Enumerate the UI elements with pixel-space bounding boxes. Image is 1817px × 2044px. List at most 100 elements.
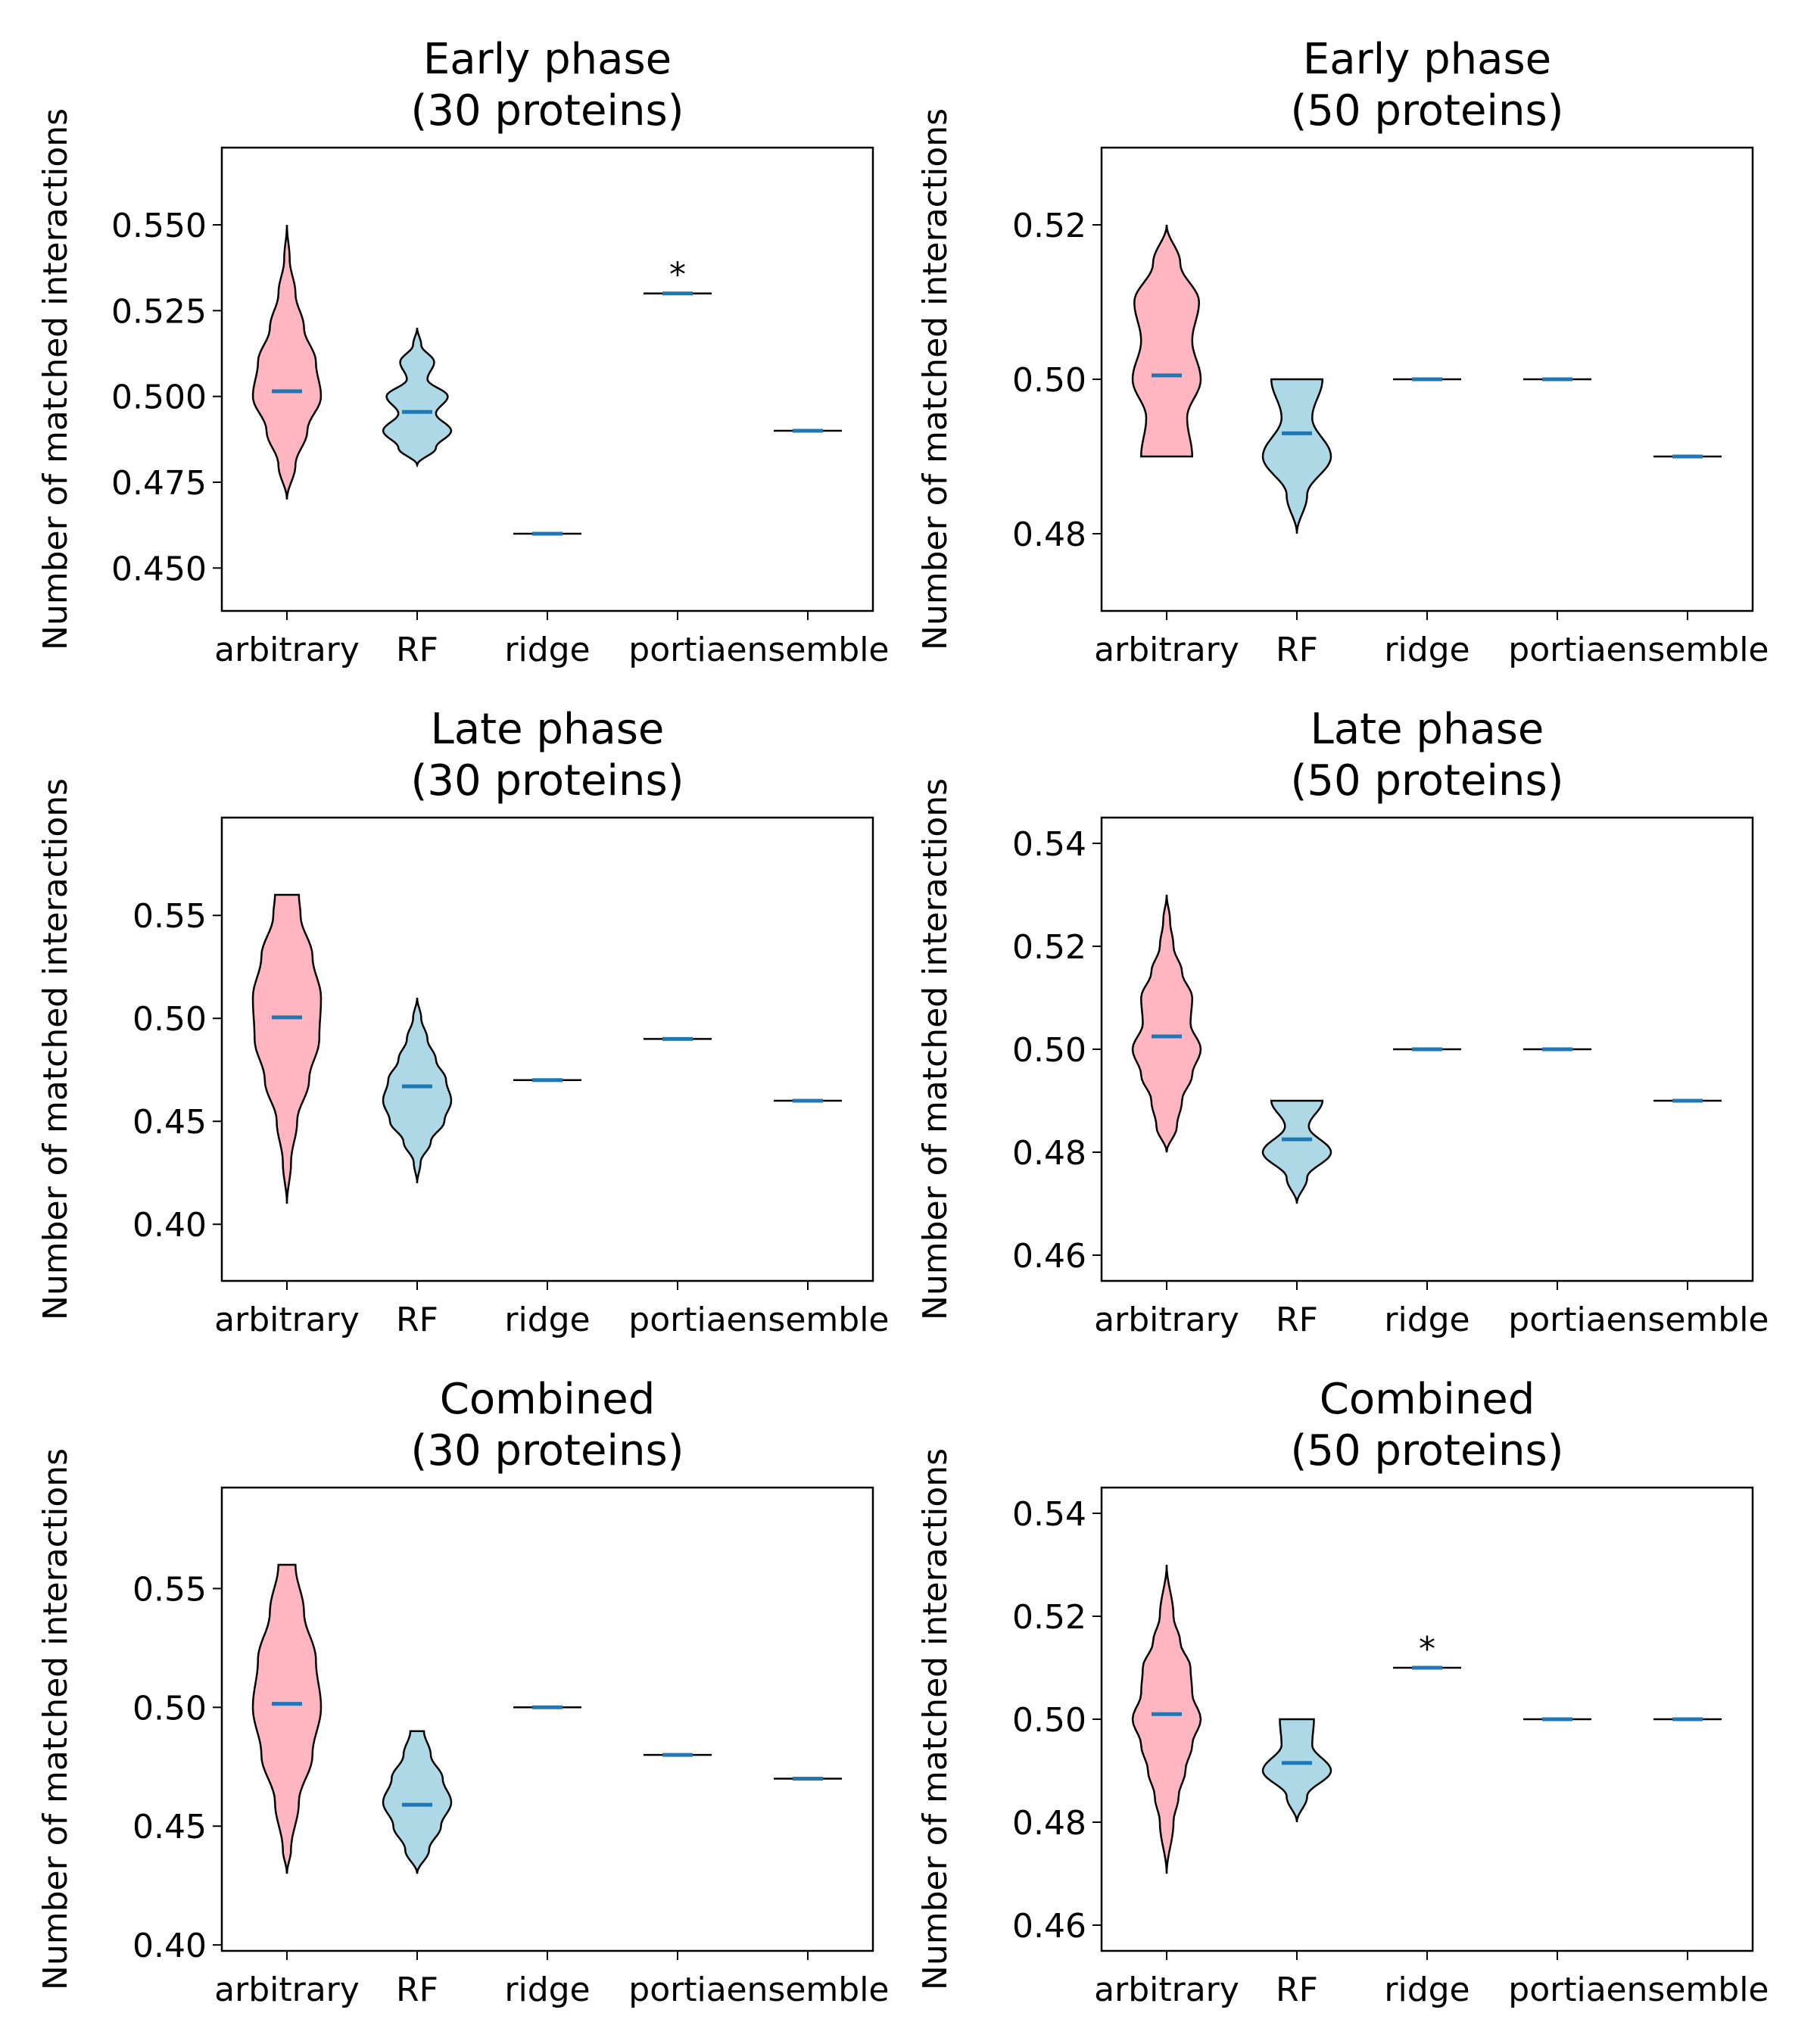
y-tick-label: 0.45: [132, 1808, 207, 1846]
chart-panel-3: Late phase(30 proteins) Number of matched…: [36, 705, 890, 1339]
plot-frame: [1100, 816, 1754, 1282]
y-tick-label: 0.50: [1012, 361, 1086, 400]
y-tick-label: 0.48: [1012, 1134, 1086, 1173]
plot-frame: [220, 816, 874, 1282]
chart-panel-2: Early phase(50 proteins) Number of matche…: [916, 35, 1769, 669]
y-tick-label: 0.50: [1012, 1031, 1086, 1070]
chart-panel-1: Early phase(30 proteins) Number of matche…: [36, 35, 890, 669]
chart-title-line-1: Early phase: [1303, 35, 1551, 84]
chart-title-line-1: Late phase: [1311, 705, 1544, 754]
chart-title-line-1: Combined: [440, 1375, 656, 1424]
violin-RF: [1261, 1099, 1332, 1204]
y-axis-label: Number of matched interactions: [916, 1448, 955, 1990]
x-tick-label-portia: portia: [1508, 631, 1606, 669]
x-tick-label-RF: RF: [1276, 1971, 1318, 2009]
y-tick-label: 0.55: [132, 897, 207, 936]
y-tick-label: 0.52: [1012, 1598, 1086, 1637]
x-tick-label-ridge: ridge: [504, 631, 590, 669]
chart-panel-4: Late phase(50 proteins) Number of matched…: [916, 705, 1769, 1339]
violin-arbitrary: [1131, 1564, 1202, 1874]
plot-frame: [1100, 146, 1754, 612]
y-tick-label: 0.475: [111, 464, 207, 503]
significance-marker-portia: *: [669, 256, 686, 294]
x-tick-label-ensemble: ensemble: [1606, 631, 1769, 669]
y-axis-label: Number of matched interactions: [36, 108, 75, 650]
chart-title-line-2: (50 proteins): [1291, 756, 1564, 805]
x-tick-label-arbitrary: arbitrary: [1094, 1971, 1239, 2009]
x-tick-label-arbitrary: arbitrary: [214, 631, 360, 669]
x-tick-label-RF: RF: [396, 1971, 438, 2009]
x-tick-label-portia: portia: [1508, 1301, 1606, 1339]
y-tick-label: 0.54: [1012, 1495, 1086, 1534]
x-tick-label-ridge: ridge: [504, 1971, 590, 2009]
y-tick-label: 0.50: [1012, 1701, 1086, 1740]
x-tick-label-ridge: ridge: [504, 1301, 590, 1339]
chart-panel-6: Combined(50 proteins) Number of matched i…: [916, 1375, 1769, 2009]
y-tick-label: 0.48: [1012, 516, 1086, 554]
y-tick-label: 0.52: [1012, 207, 1086, 245]
x-tick-label-ensemble: ensemble: [1606, 1971, 1769, 2009]
x-tick-label-ridge: ridge: [1384, 631, 1469, 669]
x-tick-label-arbitrary: arbitrary: [214, 1301, 360, 1339]
violin-arbitrary: [1131, 894, 1202, 1153]
violin-RF: [382, 997, 453, 1183]
y-tick-label: 0.54: [1012, 825, 1086, 864]
violin-arbitrary: [251, 893, 323, 1204]
violin-arbitrary: [251, 224, 323, 500]
x-tick-label-RF: RF: [1276, 1301, 1318, 1339]
y-tick-label: 0.45: [132, 1103, 207, 1142]
y-tick-label: 0.40: [132, 1206, 207, 1245]
x-tick-label-RF: RF: [396, 1301, 438, 1339]
violin-RF: [382, 1730, 453, 1874]
y-tick-label: 0.46: [1012, 1237, 1086, 1276]
x-tick-label-ridge: ridge: [1384, 1971, 1469, 2009]
plot-frame: [1100, 1486, 1754, 1952]
y-axis-label: Number of matched interactions: [916, 778, 955, 1320]
x-tick-label-portia: portia: [628, 1971, 726, 2009]
violin-RF: [1261, 378, 1332, 534]
x-tick-label-ensemble: ensemble: [1606, 1301, 1769, 1339]
x-tick-label-arbitrary: arbitrary: [214, 1971, 360, 2009]
chart-title-line-1: Early phase: [423, 35, 672, 84]
violin-arbitrary: [1131, 224, 1202, 458]
y-tick-label: 0.50: [132, 1000, 207, 1039]
chart-title-line-2: (30 proteins): [411, 1426, 684, 1475]
y-tick-label: 0.46: [1012, 1907, 1086, 1946]
y-tick-label: 0.40: [132, 1927, 207, 1965]
y-tick-label: 0.450: [111, 550, 207, 588]
x-tick-label-portia: portia: [628, 631, 726, 669]
chart-title-line-1: Combined: [1320, 1375, 1535, 1424]
x-tick-label-RF: RF: [1276, 631, 1318, 669]
x-tick-label-portia: portia: [628, 1301, 726, 1339]
chart-title-line-2: (50 proteins): [1291, 1426, 1564, 1475]
y-axis-label: Number of matched interactions: [916, 108, 955, 650]
chart-title-line-2: (50 proteins): [1291, 86, 1564, 136]
violin-RF: [1261, 1718, 1332, 1823]
x-tick-label-ensemble: ensemble: [726, 1971, 889, 2009]
x-tick-label-ridge: ridge: [1384, 1301, 1469, 1339]
x-tick-label-arbitrary: arbitrary: [1094, 631, 1239, 669]
violin-RF: [382, 327, 453, 468]
chart-title-line-2: (30 proteins): [411, 756, 684, 805]
y-tick-label: 0.50: [132, 1689, 207, 1728]
plot-frame: [220, 1486, 874, 1952]
y-axis-label: Number of matched interactions: [36, 1448, 75, 1990]
y-tick-label: 0.52: [1012, 928, 1086, 967]
x-tick-label-arbitrary: arbitrary: [1094, 1301, 1239, 1339]
violin-arbitrary: [251, 1563, 323, 1874]
chart-title-line-2: (30 proteins): [411, 86, 684, 136]
x-tick-label-RF: RF: [396, 631, 438, 669]
y-tick-label: 0.525: [111, 292, 207, 331]
y-axis-label: Number of matched interactions: [36, 778, 75, 1320]
x-tick-label-portia: portia: [1508, 1971, 1606, 2009]
x-tick-label-ensemble: ensemble: [726, 1301, 889, 1339]
x-tick-label-ensemble: ensemble: [726, 631, 889, 669]
y-tick-label: 0.550: [111, 207, 207, 245]
y-tick-label: 0.500: [111, 379, 207, 417]
y-tick-label: 0.55: [132, 1570, 207, 1609]
chart-title-line-1: Late phase: [431, 705, 665, 754]
y-tick-label: 0.48: [1012, 1804, 1086, 1843]
significance-marker-ridge: *: [1419, 1630, 1435, 1669]
plot-frame: [220, 146, 874, 612]
